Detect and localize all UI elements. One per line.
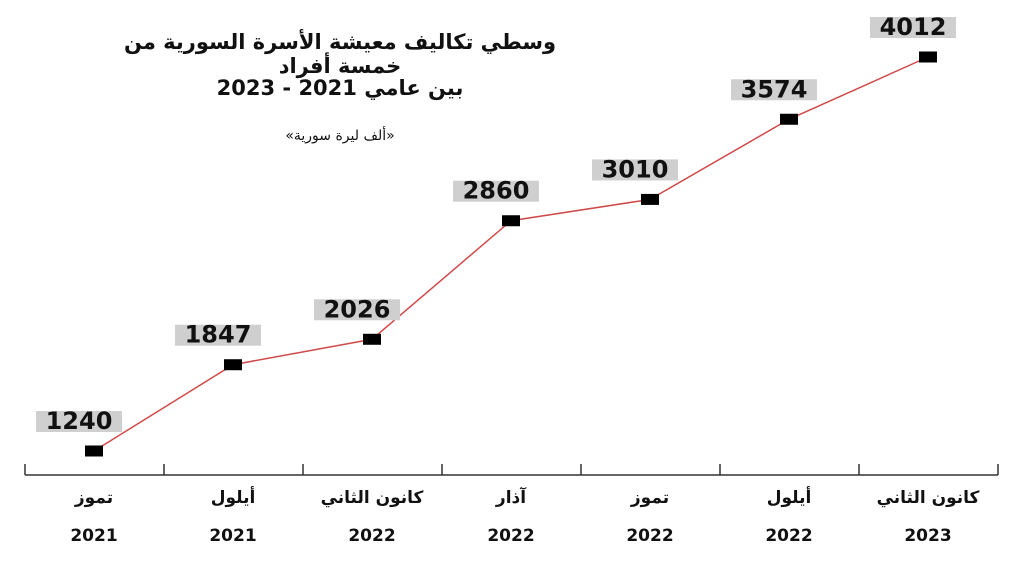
x-tick-label-month: أيلول xyxy=(767,486,812,508)
data-label: 2860 xyxy=(463,177,530,205)
x-tick-label-month: آذار xyxy=(495,486,527,508)
data-point-marker xyxy=(502,215,520,227)
data-point-marker xyxy=(224,359,242,371)
x-tick-label-year: 2023 xyxy=(904,526,951,546)
data-label-box xyxy=(731,79,817,101)
data-label: 4012 xyxy=(880,13,947,41)
x-tick-label-year: 2022 xyxy=(626,526,673,546)
data-label-box xyxy=(453,180,539,202)
data-point-marker xyxy=(780,113,798,125)
x-tick-label-month: كانون الثاني xyxy=(321,488,424,508)
data-label: 1240 xyxy=(46,407,113,435)
series-line xyxy=(93,56,929,452)
x-tick-label-year: 2021 xyxy=(209,526,256,546)
data-point-marker xyxy=(919,51,937,63)
x-tick-label-year: 2022 xyxy=(487,526,534,546)
chart-title: وسطي تكاليف معيشة الأسرة السورية من خمسة… xyxy=(123,30,557,78)
data-label-box xyxy=(870,17,956,38)
data-label: 1847 xyxy=(185,321,252,349)
data-label: 2026 xyxy=(324,295,391,323)
x-tick-label-year: 2021 xyxy=(70,526,117,546)
data-label-box xyxy=(175,324,261,346)
data-point-marker xyxy=(85,445,103,457)
x-tick-label-year: 2022 xyxy=(348,526,395,546)
x-tick-label-month: تموز xyxy=(74,488,113,508)
data-label-box xyxy=(314,299,400,321)
chart-unit: «ألف ليرة سورية» xyxy=(285,128,395,144)
chart-subtitle: بين عامي 2021 - 2023 xyxy=(216,76,464,100)
data-point-marker xyxy=(641,193,659,205)
data-point-marker xyxy=(363,333,381,345)
data-label: 3010 xyxy=(602,155,669,183)
x-tick-label-year: 2022 xyxy=(765,526,812,546)
x-tick-label-month: أيلول xyxy=(211,486,256,508)
x-tick-label-month: تموز xyxy=(630,488,669,508)
data-label: 3574 xyxy=(741,75,808,103)
x-tick-label-month: كانون الثاني xyxy=(877,488,980,508)
data-label-box xyxy=(36,411,122,432)
data-label-box xyxy=(592,159,678,181)
